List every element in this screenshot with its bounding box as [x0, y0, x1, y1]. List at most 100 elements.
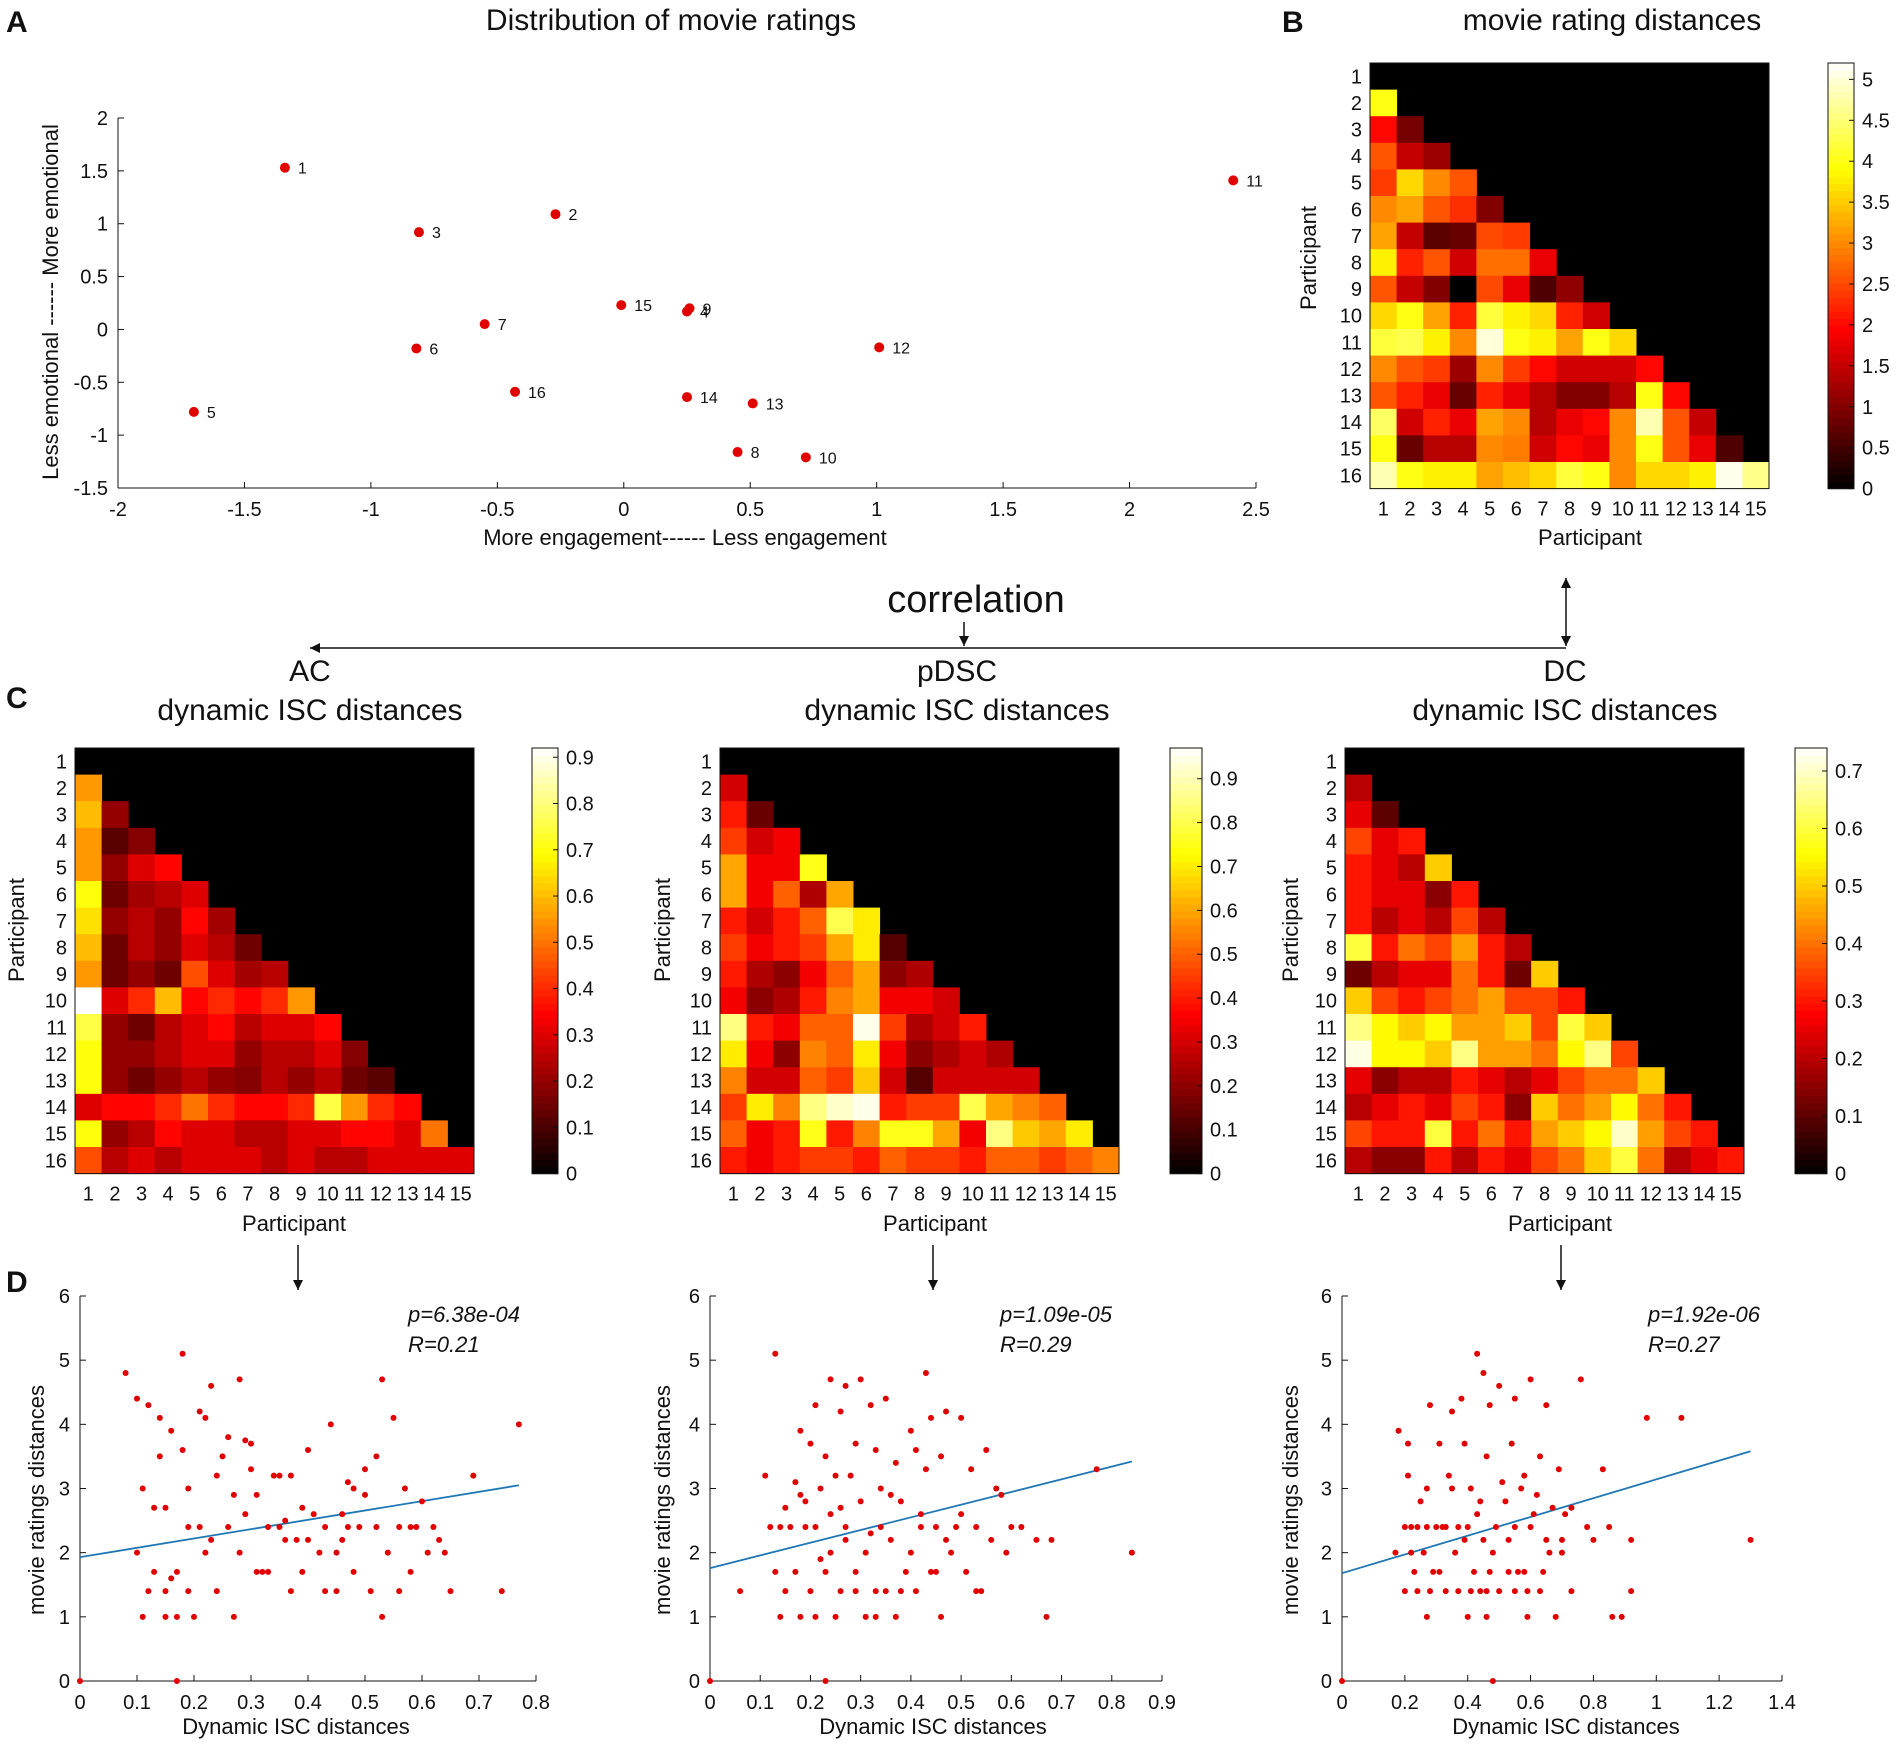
panel-c-dc-colorbar-step [1795, 1088, 1827, 1097]
panel-c-dc-colorbar-label: 0 [1835, 1164, 1846, 1186]
panel-d-ac-ytick-label: 1 [59, 1607, 70, 1629]
panel-c-dc-colorbar-label: 0.3 [1835, 991, 1863, 1013]
panel-d-dc-point [1445, 1472, 1452, 1479]
panel-c-ac-colorbar-step [532, 1088, 558, 1097]
panel-c-dc-colorbar-step [1795, 762, 1827, 770]
panel-c-ac-cell [420, 1120, 448, 1148]
panel-d-pdsc-point [852, 1568, 859, 1575]
panel-c-ac-colorbar-frame [531, 747, 559, 1175]
panel-c-pdsc-cell [799, 1014, 827, 1042]
panel-d-ac-point [173, 1678, 180, 1684]
panel-c-ac-cell [261, 987, 289, 1015]
panel-b-cell [1609, 408, 1637, 436]
panel-c-pdsc-cell [879, 1093, 907, 1121]
panel-b-cell [1582, 302, 1610, 330]
panel-c-pdsc-cell [826, 881, 854, 909]
panel-d-dc-point [1499, 1479, 1506, 1486]
panel-d-pdsc-point [877, 1485, 884, 1492]
panel-c-pdsc-cell [746, 1093, 774, 1121]
panel-d-pdsc-point [872, 1447, 879, 1453]
panel-c-pdsc-cell [906, 1014, 934, 1042]
panel-c-pdsc-colorbar-step [1170, 1045, 1202, 1054]
panel-c-dc-colorbar-step [1795, 826, 1827, 834]
panel-c-dc-colorbar-step [1795, 868, 1827, 877]
panel-c-dc-colorbar-label: 0.1 [1835, 1106, 1863, 1128]
panel-b-colorbar-step [1828, 211, 1854, 220]
panel-b-cell [1582, 355, 1610, 383]
panel-c-ac-cell [394, 1093, 422, 1121]
panel-c-ac-row-label: 9 [56, 964, 67, 986]
panel-d-ac-point [208, 1536, 215, 1543]
panel-c-dc-row-label: 14 [1315, 1097, 1337, 1119]
panel-b-cell [1556, 408, 1584, 436]
panel-c-ac-cell [341, 1120, 369, 1148]
panel-a-scatter: Distribution of movie ratings -2 -1.5 -1 -0… [38, 4, 1270, 550]
panel-d-dc-point [1392, 1549, 1399, 1556]
panel-d-dc-point [1543, 1402, 1550, 1409]
panel-c-dc-cell [1478, 1040, 1506, 1068]
panel-b-colorbar-step [1828, 247, 1854, 256]
panel-c-dc-cell [1371, 854, 1399, 882]
panel-c-ac-cell [75, 1014, 103, 1042]
panel-c-dc-cell [1398, 1147, 1426, 1175]
panel-c-dc-cell [1451, 907, 1479, 935]
panel-d-pdsc-point [887, 1491, 894, 1498]
panel-d-ac-xtick-label: 0.2 [180, 1692, 208, 1714]
panel-c-dc-ylabel: Participant [1278, 878, 1303, 982]
panel-d-pdsc-point [927, 1568, 934, 1575]
panel-c-ac-cell [154, 960, 182, 988]
panel-c-dc-col-label: 2 [1379, 1184, 1390, 1206]
panel-c-dc-row-label: 13 [1315, 1071, 1337, 1093]
panel-c-pdsc-row-label: 13 [690, 1071, 712, 1093]
panel-c-ac-cell [101, 934, 129, 962]
panel-c-pdsc-colorbar-label: 0 [1210, 1164, 1221, 1186]
panel-c-dc-cell [1345, 881, 1373, 909]
panel-b-cell [1423, 329, 1451, 357]
panel-d-pdsc-ytick-label: 0 [689, 1671, 700, 1693]
panel-c-ac-cell [154, 1067, 182, 1095]
panel-c-pdsc-cell [773, 1093, 801, 1121]
panel-c-ac-row-label: 4 [56, 831, 67, 853]
panel-c-ac-col-label: 7 [242, 1184, 253, 1206]
panel-c-dc-cell [1398, 854, 1426, 882]
panel-b-frame [1369, 62, 1770, 490]
panel-d-ac-point [322, 1588, 329, 1595]
panel-d-pdsc-point [912, 1588, 919, 1595]
panel-c-dc-colorbar-step [1795, 1031, 1827, 1040]
panel-a-xtick-label: 0.5 [736, 499, 764, 521]
panel-d-dc-xtick-label: 1.2 [1705, 1692, 1733, 1714]
panel-c-dc-cell [1345, 960, 1373, 988]
panel-b-cell [1503, 382, 1531, 410]
panel-c-dc-cell [1345, 1120, 1373, 1148]
panel-c-pdsc-cell [853, 934, 881, 962]
panel-c-pdsc-colorbar-label: 0.1 [1210, 1120, 1238, 1142]
panel-b-cell [1556, 382, 1584, 410]
panel-d-ac-point [470, 1472, 477, 1479]
panel-c-dc-cell [1504, 1093, 1532, 1121]
panel-c-dc-colorbar-step [1795, 1060, 1827, 1068]
panel-d-ac-point [122, 1370, 129, 1376]
panel-d-dc-point [1540, 1568, 1547, 1575]
panel-c-ac-cell [75, 881, 103, 909]
panel-c-pdsc-colorbar-step [1170, 932, 1202, 941]
panel-d-pdsc-point [787, 1524, 794, 1530]
panel-d-pdsc-point [817, 1485, 824, 1492]
panel-c-dc-frame [1344, 747, 1745, 1175]
panel-d-ac-point [333, 1588, 340, 1595]
panel-b-cell [1503, 222, 1531, 250]
panel-b-cell [1396, 382, 1424, 410]
panel-c-ac-cell [75, 1120, 103, 1148]
panel-b-cell [1636, 462, 1664, 490]
panel-c-pdsc-colorbar-label: 0.3 [1210, 1032, 1238, 1054]
panel-c-ac-cell [128, 1040, 156, 1068]
panel-d-ac-point [196, 1524, 203, 1530]
panel-c-pdsc-colorbar-step [1170, 1166, 1202, 1175]
panel-c-ac-cell [128, 881, 156, 909]
panel-a-point-label: 3 [432, 225, 441, 242]
panel-c-ac-colorbar-label: 0.2 [566, 1071, 594, 1093]
panel-a-point-label: 9 [703, 301, 712, 318]
panel-d-ac-ytick-label: 4 [59, 1414, 70, 1436]
panel-c-ac-cell [181, 1120, 209, 1148]
panel-b-cell [1556, 355, 1584, 383]
panel-d-dc-point [1524, 1613, 1531, 1620]
